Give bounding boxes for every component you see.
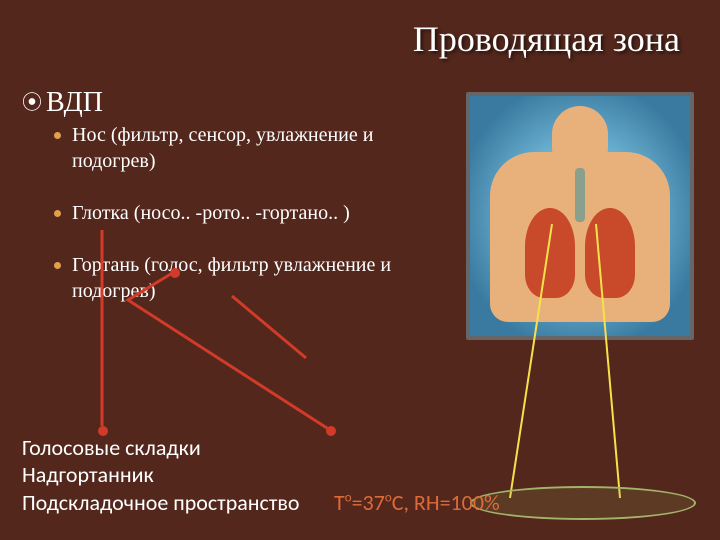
anatomy-illustration	[466, 92, 694, 340]
footer-text-block: Голосовые складки Надгортанник Подскладо…	[22, 434, 300, 517]
footer-line: Подскладочное пространство	[22, 489, 300, 517]
anatomy-lungs	[525, 208, 635, 308]
anatomy-lung-right	[585, 208, 635, 298]
bullet-item: Глотка (носо.. -рото.. -гортано.. )	[54, 200, 414, 226]
bullet-item: Гортань (голос, фильтр увлажнение и подо…	[54, 252, 414, 304]
heading-vdp: ВДП	[22, 86, 103, 119]
slide-title: Проводящая зона	[413, 18, 680, 60]
lead-dot	[170, 268, 180, 278]
temperature-rh-label: То=37оС, RH=100%	[334, 489, 500, 516]
bullet-item: Нос (фильтр, сенсор, увлажнение и подогр…	[54, 122, 414, 174]
lead-dot	[326, 426, 336, 436]
lead-dot	[98, 426, 108, 436]
rh-oval-highlight	[470, 486, 696, 520]
bullet-list: Нос (фильтр, сенсор, увлажнение и подогр…	[54, 122, 414, 330]
footer-line: Голосовые складки	[22, 434, 300, 462]
anatomy-lung-left	[525, 208, 575, 298]
footer-line: Надгортанник	[22, 461, 300, 489]
